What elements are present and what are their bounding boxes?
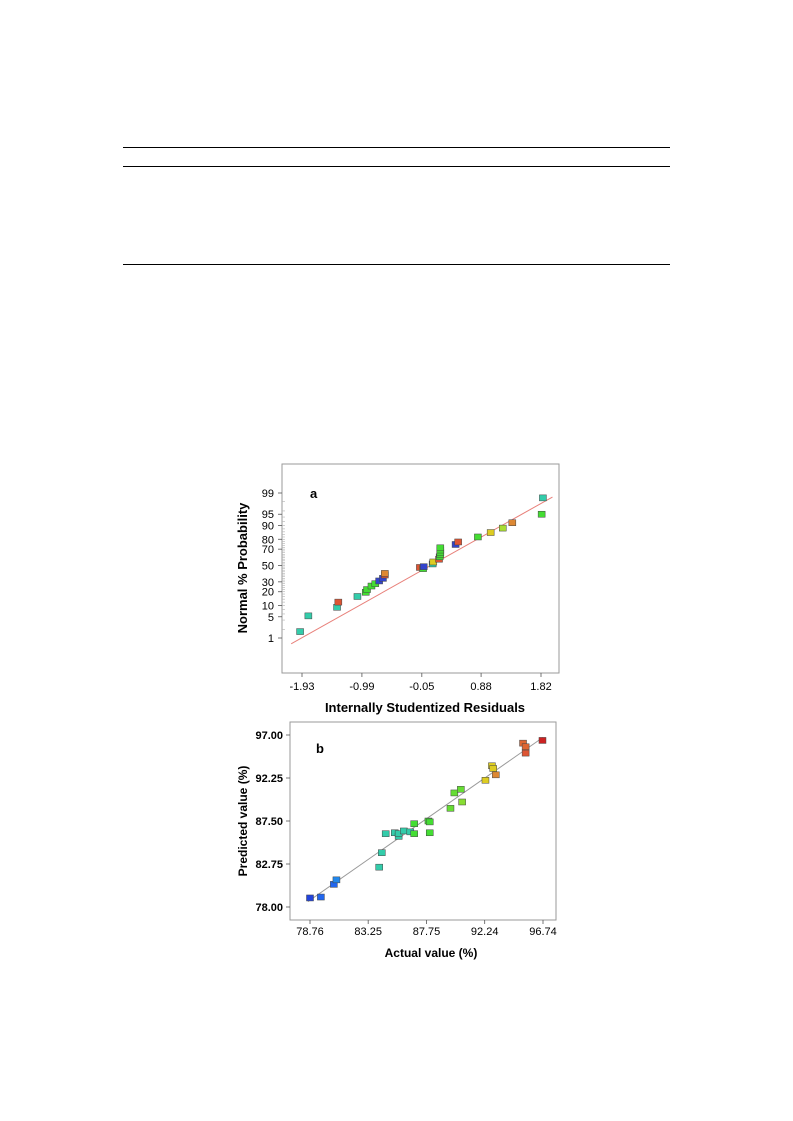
- panel-b: b 78.00 82.75 87.50 92.25 97.00 78.76 83.25 87…: [236, 721, 557, 960]
- ylabel-b: Predicted value (%): [236, 766, 250, 877]
- data-point: [296, 628, 304, 635]
- y-tick-label: 70: [262, 544, 274, 556]
- points-a: [296, 494, 547, 635]
- y-tick-label: 20: [262, 587, 274, 599]
- data-point: [538, 737, 547, 744]
- ylabel-a: Normal % Probability: [235, 502, 250, 634]
- y-tick-label: 97.00: [255, 730, 283, 742]
- data-point: [375, 863, 383, 871]
- data-point: [457, 786, 465, 793]
- data-point: [481, 777, 490, 784]
- y-minor-ticks-a: [282, 501, 285, 630]
- data-point: [508, 519, 517, 526]
- data-point: [304, 612, 313, 620]
- y-tick-label: 5: [268, 612, 274, 624]
- x-tick-label: 78.76: [296, 926, 324, 938]
- table-bottom-rule: [123, 264, 670, 265]
- data-point: [446, 805, 455, 812]
- data-point: [410, 830, 418, 837]
- data-point: [425, 818, 434, 826]
- panel-label-a: a: [310, 486, 318, 501]
- y-tick-label: 10: [262, 600, 274, 612]
- y-tick-label: 82.75: [255, 859, 283, 871]
- data-point: [378, 849, 386, 856]
- x-tick-label: 87.75: [413, 926, 441, 938]
- data-point: [499, 524, 507, 532]
- data-point: [317, 893, 325, 901]
- y-tick-label: 78.00: [255, 902, 283, 914]
- y-tick-label: 87.50: [255, 816, 283, 828]
- data-point: [400, 827, 408, 835]
- data-point: [332, 876, 341, 884]
- data-point: [425, 829, 434, 837]
- data-point: [489, 765, 497, 772]
- x-tick-label: 96.74: [529, 926, 557, 938]
- data-point: [492, 771, 500, 779]
- x-tick-label: 0.88: [470, 681, 491, 693]
- x-axis-b: 78.76 83.25 87.75 92.24 96.74: [296, 920, 557, 938]
- y-axis-b: 78.00 82.75 87.50 92.25 97.00: [255, 730, 290, 914]
- data-point: [410, 820, 418, 827]
- y-tick-label: 92.25: [255, 773, 283, 785]
- y-tick-label: 95: [262, 509, 274, 521]
- data-point: [537, 510, 546, 518]
- data-point: [334, 598, 343, 606]
- xlabel-a: Internally Studentized Residuals: [325, 700, 525, 715]
- y-tick-label: 30: [262, 577, 274, 589]
- xlabel-b: Actual value (%): [385, 946, 478, 960]
- data-point: [306, 894, 314, 902]
- x-tick-label: -0.05: [409, 681, 434, 693]
- table-top-rule: [123, 147, 670, 148]
- y-tick-label: 80: [262, 534, 274, 546]
- data-point: [474, 533, 482, 541]
- data-point: [419, 563, 428, 570]
- panel-label-b: b: [316, 741, 324, 756]
- x-tick-label: 1.82: [530, 681, 551, 693]
- table-header-rule: [123, 166, 670, 167]
- y-tick-label: 50: [262, 561, 274, 573]
- data-point: [450, 789, 459, 797]
- y-tick-label: 1: [268, 633, 274, 645]
- y-tick-label: 99: [262, 488, 274, 500]
- data-point: [381, 830, 390, 837]
- data-point: [436, 544, 445, 552]
- data-point: [353, 593, 362, 600]
- data-point: [521, 743, 530, 751]
- x-tick-label: 83.25: [354, 926, 382, 938]
- points-b: [306, 737, 547, 902]
- data-point: [458, 798, 466, 806]
- x-tick-label: 92.24: [471, 926, 499, 938]
- data-point: [363, 586, 371, 593]
- x-tick-label: -1.93: [289, 681, 314, 693]
- y-tick-label: 90: [262, 521, 274, 533]
- data-point: [521, 749, 530, 757]
- data-point: [454, 538, 462, 546]
- data-point: [381, 570, 389, 577]
- x-axis-a: -1.93 -0.99 -0.05 0.88 1.82: [289, 673, 552, 693]
- x-tick-label: -0.99: [349, 681, 374, 693]
- data-point: [486, 529, 495, 536]
- data-point: [539, 494, 547, 502]
